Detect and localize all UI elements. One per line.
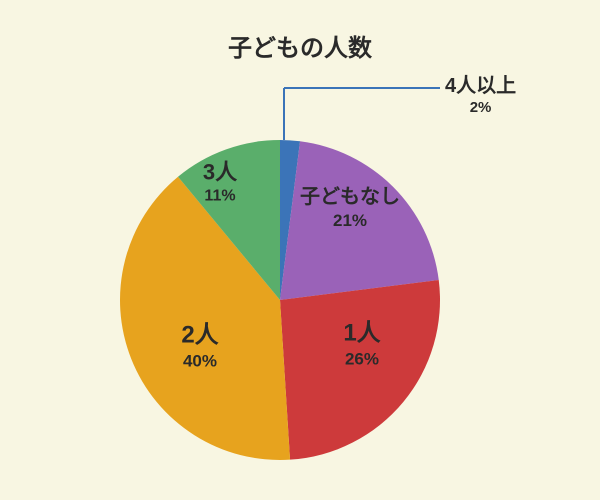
slice-percent: 21% [300, 210, 400, 231]
slice-callout-label-0: 4人以上2% [445, 74, 516, 118]
slice-category: 4人以上 [445, 74, 516, 99]
slice-category: 子どもなし [300, 185, 400, 210]
slice-percent: 2% [445, 99, 516, 118]
slice-percent: 26% [343, 348, 380, 369]
slice-label-3: 2人40% [181, 320, 218, 371]
slice-percent: 40% [181, 350, 218, 371]
slice-category: 1人 [343, 318, 380, 348]
slice-label-4: 3人11% [203, 158, 237, 206]
slice-label-2: 1人26% [343, 318, 380, 369]
chart-container: 子どもの人数 4人以上2%子どもなし21%1人26%2人40%3人11% [0, 0, 600, 500]
slice-percent: 11% [203, 186, 237, 206]
pie-slice-2 [280, 280, 440, 460]
slice-category: 2人 [181, 320, 218, 350]
slice-label-1: 子どもなし21% [300, 185, 400, 231]
slice-category: 3人 [203, 158, 237, 186]
